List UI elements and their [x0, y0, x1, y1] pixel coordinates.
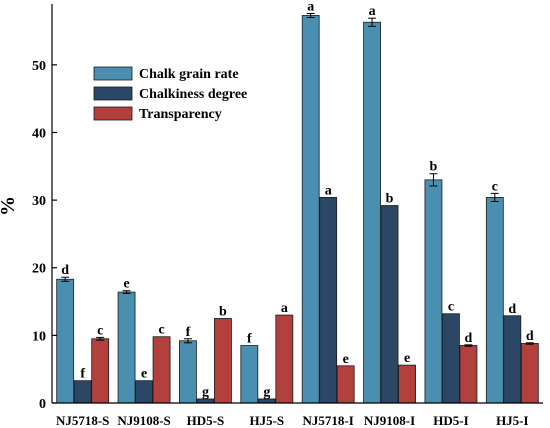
bar-chalk-grain-rate-nj5718-i — [301, 15, 320, 404]
x-tick-label: NJ9108-S — [117, 413, 170, 428]
bar-transparency-nj5718-s — [91, 338, 110, 404]
significance-letter: c — [158, 323, 164, 338]
bar-chalk-grain-rate-hd5-i — [424, 179, 443, 404]
significance-letter: c — [97, 323, 103, 338]
significance-letter: d — [526, 329, 534, 344]
x-tick-label: HJ5-I — [496, 413, 529, 428]
bar-chalk-grain-rate-nj9108-s — [117, 291, 136, 404]
significance-letter: e — [123, 277, 129, 292]
bar-chalkiness-degree-nj5718-s — [73, 380, 92, 404]
bar-transparency-hd5-i — [459, 345, 478, 404]
x-tick-label: NJ5718-S — [56, 413, 109, 428]
legend-swatch — [93, 106, 133, 121]
significance-letter: f — [186, 325, 191, 340]
significance-letter: f — [247, 332, 252, 347]
y-tick-label: 10 — [32, 329, 46, 344]
bar-chalkiness-degree-nj9108-s — [135, 380, 153, 404]
bar-chalk-grain-rate-hd5-s — [179, 340, 197, 404]
bar-transparency-nj9108-s — [152, 336, 171, 404]
bar-chalkiness-degree-nj9108-i — [380, 205, 399, 404]
significance-letter: a — [369, 4, 376, 19]
significance-letter: e — [343, 352, 349, 367]
significance-letter: d — [61, 263, 69, 278]
bar-chalkiness-degree-hd5-i — [442, 313, 460, 404]
significance-letter: e — [141, 367, 147, 382]
bar-transparency-hd5-s — [214, 318, 232, 404]
significance-letter: d — [508, 302, 516, 317]
bar-transparency-nj9108-i — [398, 364, 416, 404]
bar-chalk-grain-rate-nj9108-i — [363, 21, 381, 404]
significance-letter: b — [430, 160, 438, 175]
x-tick-label: HD5-S — [187, 413, 225, 428]
bar-transparency-nj5718-i — [336, 365, 355, 404]
bar-transparency-hj5-i — [520, 343, 539, 404]
chart-axes: NJ5718-S NJ9108-S HD5-S HJ5-S NJ5718-I NJ9108… — [32, 4, 543, 428]
significance-letter: e — [404, 351, 410, 366]
legend-swatch — [93, 86, 133, 101]
bar-chalk-grain-rate-nj5718-s — [56, 278, 75, 404]
significance-letter: a — [307, 0, 314, 14]
significance-letter: a — [281, 301, 288, 316]
bar-chalk-grain-rate-hj5-s — [240, 345, 259, 404]
bar-chalk-grain-rate-hj5-i — [485, 197, 504, 404]
y-tick-label: 30 — [32, 194, 46, 209]
significance-letter: g — [202, 385, 209, 400]
significance-letter: c — [448, 300, 454, 315]
x-tick-label: NJ5718-I — [303, 413, 354, 428]
x-tick-label: HJ5-S — [249, 413, 284, 428]
legend-swatch — [93, 66, 133, 81]
significance-letter: b — [386, 192, 394, 207]
bar-transparency-hj5-s — [275, 314, 294, 404]
legend-label: Chalkiness degree — [139, 87, 247, 102]
bar-chalkiness-degree-nj5718-i — [319, 197, 338, 404]
significance-letter: f — [80, 367, 85, 382]
significance-letter: d — [465, 331, 473, 346]
y-tick-label: 50 — [32, 59, 46, 74]
y-tick-label: 0 — [39, 397, 46, 412]
y-tick-label: 40 — [32, 126, 46, 141]
chart-legend: Chalk grain rate Chalkiness degree Transpa… — [93, 66, 247, 122]
y-axis-title: % — [0, 196, 19, 216]
significance-letter: c — [492, 179, 498, 194]
y-tick-label: 20 — [32, 262, 46, 277]
legend-label: Transparency — [139, 107, 222, 122]
significance-letter: g — [263, 385, 270, 400]
significance-letter: a — [325, 183, 332, 198]
x-tick-label: NJ9108-I — [364, 413, 415, 428]
x-tick-label: HD5-I — [433, 413, 468, 428]
legend-label: Chalk grain rate — [139, 67, 239, 82]
bar-chalkiness-degree-hj5-i — [503, 315, 522, 404]
significance-letter: b — [219, 304, 227, 319]
